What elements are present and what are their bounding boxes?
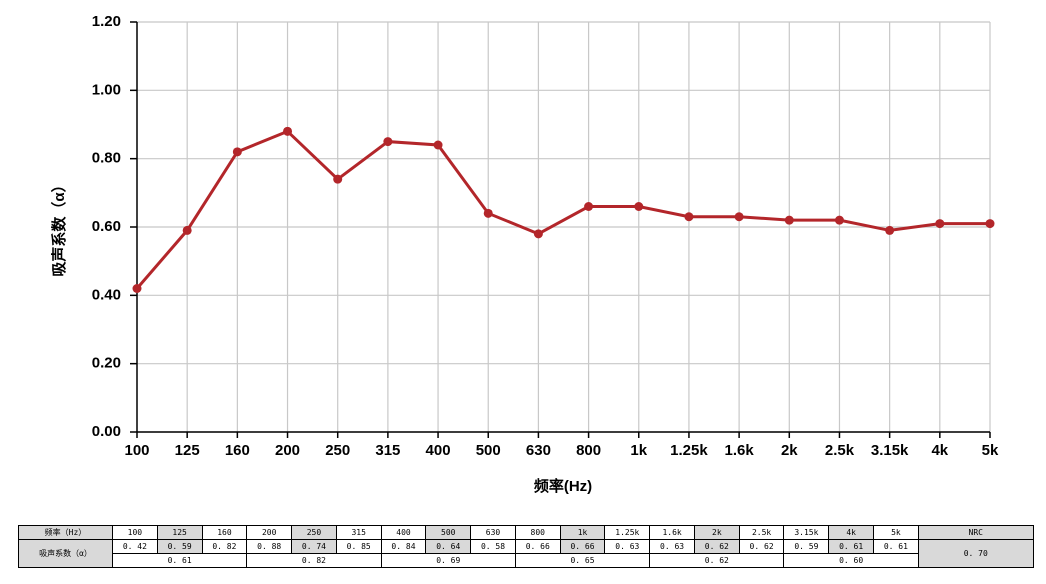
average-cell: 0. 65 (514, 553, 651, 568)
line (135, 129, 990, 290)
y-tick-label: 0.40 (92, 286, 121, 303)
point (433, 140, 443, 150)
header-cell: 100 (112, 525, 158, 540)
point (734, 212, 744, 222)
point (333, 174, 343, 184)
x-tick-label: 800 (576, 442, 601, 459)
value-cell: 0. 58 (470, 539, 516, 554)
row-label: 吸声系数（α） (18, 539, 113, 568)
x-tick-label: 250 (325, 442, 350, 459)
point (784, 215, 794, 225)
value-cell: 0. 85 (335, 539, 382, 554)
chart: 吸声系数（α） 频率(Hz) 0.00 0.20 0.40 0.60 0.80 1.00 1… (50, 13, 999, 495)
value-cell: 0. 59 (783, 539, 830, 554)
value-cell: 0. 62 (738, 539, 785, 554)
x-tick-label: 2.5k (825, 442, 855, 459)
header-cell: 125 (156, 525, 203, 540)
point (684, 212, 694, 222)
average-cell: 0. 82 (246, 553, 382, 568)
table-row: 0. 61 0. 82 0. 69 0. 65 0. 62 0. 60 (19, 553, 1034, 568)
value-cell: 0. 63 (649, 539, 695, 554)
y-tick-label: 0.80 (92, 150, 121, 167)
value-cell: 0. 42 (112, 539, 158, 554)
x-tick-label: 200 (275, 442, 300, 459)
x-tick-label: 1.6k (725, 442, 755, 459)
point (232, 147, 242, 157)
x-tick-label: 5k (982, 442, 999, 459)
point (584, 202, 594, 211)
header-cell: 800 (514, 525, 561, 540)
y-tick-label: 0.20 (92, 355, 121, 372)
point (132, 284, 142, 293)
y-tick-label: 1.20 (92, 13, 121, 30)
point (834, 215, 844, 225)
value-cell: 0. 84 (380, 539, 427, 554)
x-tick-label: 160 (225, 442, 250, 459)
value-cell: 0. 61 (828, 539, 875, 554)
point (634, 202, 644, 211)
x-tick-label: 500 (476, 442, 501, 459)
value-cell: 0. 66 (559, 539, 606, 554)
x-tick-label: 1.25k (670, 442, 708, 459)
header-cell: 200 (246, 525, 293, 540)
x-tick-label: 1k (630, 442, 647, 459)
average-cell: 0. 61 (111, 553, 248, 568)
x-tick-label: 3.15k (871, 442, 909, 459)
x-tick-label: 125 (175, 442, 200, 459)
y-tick-label: 1.00 (92, 81, 121, 98)
average-cell: 0. 60 (783, 553, 919, 568)
header-cell: 1.6k (649, 525, 695, 540)
value-cell: 0. 88 (246, 539, 293, 554)
point (935, 219, 945, 229)
value-cell: 0. 64 (425, 539, 472, 554)
header-cell: 160 (201, 525, 248, 540)
value-cell: 0. 63 (604, 539, 651, 554)
x-axis-label: 频率(Hz) (534, 477, 592, 495)
value-cell: 0. 74 (291, 539, 337, 554)
header-cell: 315 (335, 525, 382, 540)
value-cell: 0. 59 (156, 539, 203, 554)
point (383, 137, 393, 147)
value-cell: 0. 66 (514, 539, 561, 554)
nrc-value: 0. 70 (917, 539, 1034, 568)
point (985, 219, 995, 229)
x-tick-label: 2k (781, 442, 798, 459)
value-cell: 0. 82 (201, 539, 248, 554)
average-cell: 0. 69 (380, 553, 516, 568)
header-cell: 2k (693, 525, 740, 540)
point (182, 225, 192, 235)
x-tick-label: 100 (124, 442, 149, 459)
header-cell: 2.5k (738, 525, 785, 540)
header-cell: 1.25k (604, 525, 651, 540)
x-tick-label: 4k (931, 442, 948, 459)
point (885, 225, 895, 235)
header-cell: 5k (873, 525, 919, 540)
header-cell: 500 (425, 525, 472, 540)
point (283, 126, 293, 136)
point (533, 229, 543, 239)
table-row: 吸声系数（α） 0. 42 0. 59 0. 82 0. 88 0. 74 0. 85 0. … (18, 539, 1034, 568)
x-tick-label: 400 (426, 442, 451, 459)
header-cell: 400 (380, 525, 427, 540)
table-row: 频率（Hz） 100 125 160 200 250 315 400 500 630 800 1k 1.… (18, 525, 1034, 540)
nrc-label: NRC (917, 525, 1034, 540)
header-cell: 630 (470, 525, 516, 540)
value-cell: 0. 62 (693, 539, 740, 554)
value-cell: 0. 61 (873, 539, 919, 554)
data-table: 频率（Hz） 100 125 160 200 250 315 400 500 630 800 1k 1.… (18, 525, 1034, 568)
header-label: 频率（Hz） (18, 525, 113, 540)
y-tick-label: 0.00 (92, 423, 121, 440)
y-tick-label: 0.60 (92, 218, 121, 235)
header-cell: 1k (559, 525, 606, 540)
point (483, 208, 493, 218)
header-cell: 3.15k (783, 525, 830, 540)
header-cell: 250 (291, 525, 337, 540)
average-cell: 0. 62 (649, 553, 785, 568)
x-tick-label: 630 (526, 442, 551, 459)
x-tick-label: 315 (375, 442, 400, 459)
y-axis-label: 吸声系数（α） (50, 177, 68, 276)
header-cell: 4k (828, 525, 875, 540)
